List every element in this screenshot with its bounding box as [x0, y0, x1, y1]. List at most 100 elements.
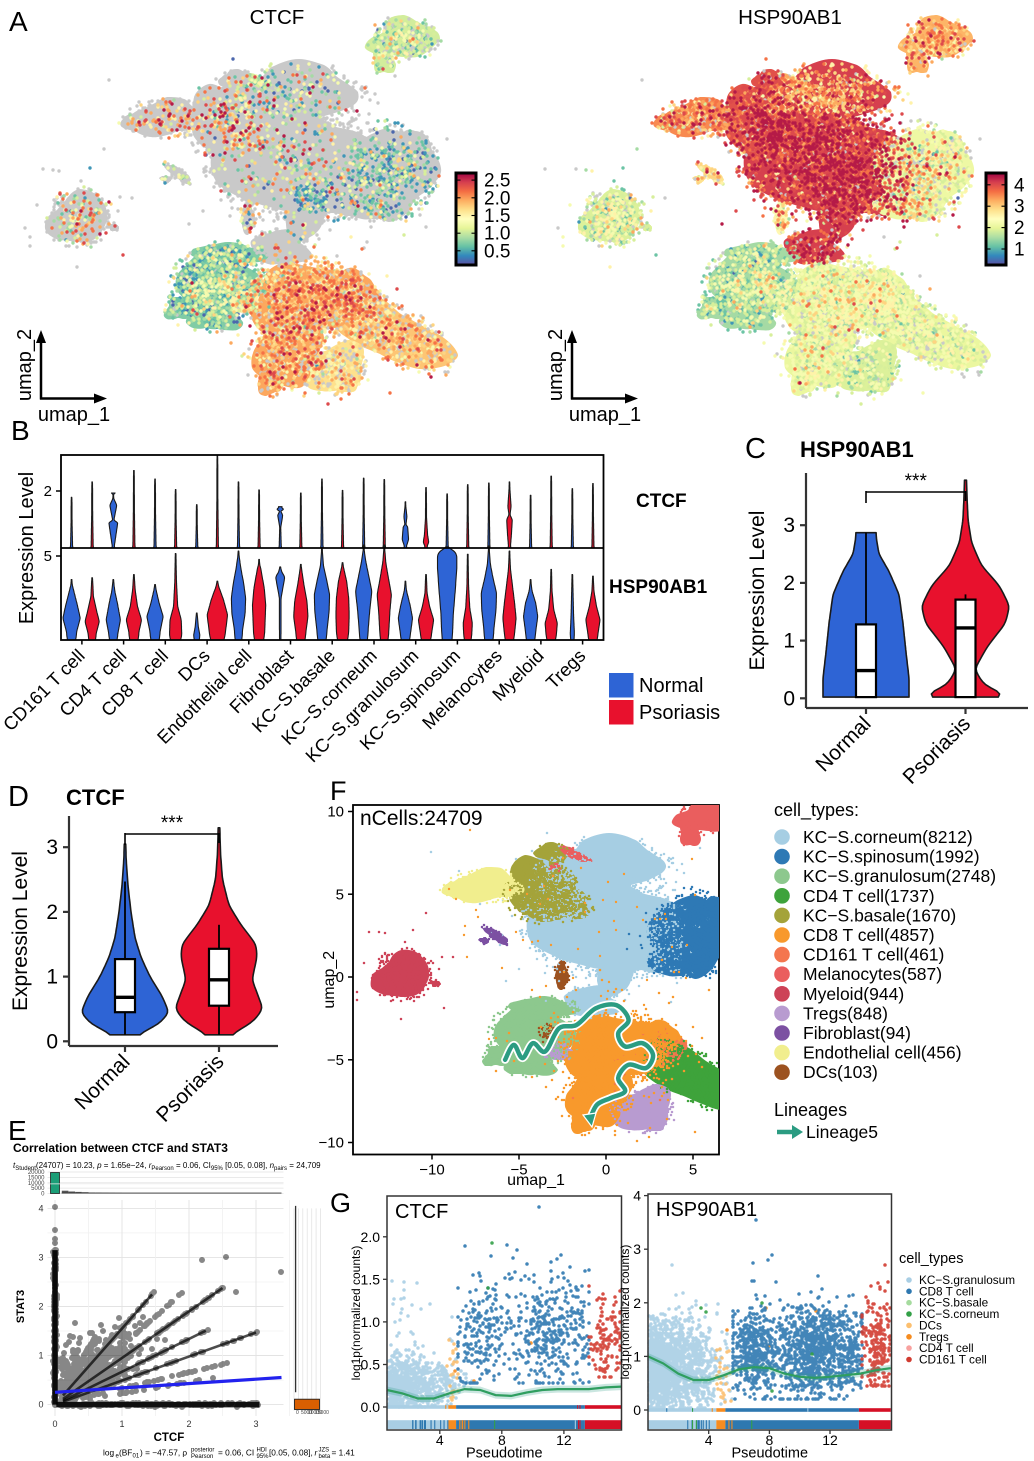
- svg-text:Lineages: Lineages: [774, 1100, 847, 1120]
- svg-text:1: 1: [783, 630, 795, 653]
- svg-text:CD161 T cell(461): CD161 T cell(461): [803, 945, 944, 965]
- svg-text:[0.05, 0.08],: [0.05, 0.08],: [269, 1448, 313, 1458]
- svg-text:cell_types: cell_types: [899, 1251, 963, 1267]
- svg-text:KC−S.spinosum(1992): KC−S.spinosum(1992): [803, 847, 980, 867]
- svg-text:5000: 5000: [301, 1410, 312, 1416]
- svg-text:3: 3: [633, 1241, 641, 1257]
- svg-text:cell_types:: cell_types:: [774, 800, 859, 821]
- svg-text:0.5: 0.5: [484, 241, 510, 262]
- svg-text:1: 1: [119, 1419, 124, 1429]
- svg-text:15000: 15000: [315, 1410, 329, 1416]
- svg-text:20000: 20000: [28, 1170, 45, 1176]
- svg-text:1: 1: [46, 966, 58, 989]
- svg-text:CTCF: CTCF: [395, 1201, 448, 1223]
- svg-text:−10: −10: [319, 1135, 344, 1152]
- svg-text:CTCF: CTCF: [154, 1432, 185, 1444]
- svg-text:1.0: 1.0: [484, 224, 510, 245]
- svg-text:umap_2: umap_2: [321, 951, 338, 1009]
- svg-text:0: 0: [783, 687, 795, 710]
- svg-text:2: 2: [186, 1419, 191, 1429]
- svg-text:10000: 10000: [28, 1181, 45, 1187]
- svg-text:0.5: 0.5: [361, 1356, 381, 1372]
- svg-text:Fibroblast(94): Fibroblast(94): [803, 1023, 911, 1043]
- svg-text:01: 01: [133, 1454, 140, 1460]
- svg-text:tStudent(24707) = 10.23, p = 1: tStudent(24707) = 10.23, p = 1.65e−24, r…: [13, 1161, 321, 1172]
- svg-text:CD4 T cell: CD4 T cell: [919, 1341, 974, 1355]
- svg-text:e: e: [116, 1454, 120, 1460]
- svg-text:−10: −10: [419, 1162, 444, 1179]
- svg-text:posterior: posterior: [191, 1447, 214, 1453]
- svg-text:1: 1: [1014, 239, 1025, 260]
- svg-text:3: 3: [38, 1252, 43, 1262]
- svg-text:CD161 T cell: CD161 T cell: [919, 1352, 987, 1366]
- svg-text:CD8 T cell(4857): CD8 T cell(4857): [803, 925, 935, 945]
- svg-text:Pearson: Pearson: [191, 1454, 213, 1460]
- svg-text:3: 3: [46, 836, 58, 859]
- svg-text:0: 0: [38, 1400, 43, 1410]
- svg-text:3: 3: [1014, 197, 1025, 218]
- svg-text:10000: 10000: [308, 1410, 322, 1416]
- svg-text:log1p(normalized counts): log1p(normalized counts): [618, 1245, 632, 1380]
- svg-text:0: 0: [46, 1030, 58, 1053]
- svg-text:1.5: 1.5: [361, 1271, 381, 1287]
- svg-text:4: 4: [1014, 175, 1025, 196]
- svg-text:4: 4: [705, 1432, 713, 1448]
- svg-text:5: 5: [689, 1162, 697, 1179]
- svg-text:= 1.41: = 1.41: [332, 1448, 356, 1458]
- svg-text:Pseudotime: Pseudotime: [466, 1446, 543, 1461]
- svg-text:4: 4: [38, 1203, 43, 1213]
- svg-text:8: 8: [498, 1432, 506, 1448]
- svg-text:2: 2: [1014, 218, 1025, 239]
- svg-text:nCells:24709: nCells:24709: [360, 807, 483, 830]
- svg-text:***: ***: [905, 471, 928, 492]
- svg-text:HSP90AB1: HSP90AB1: [656, 1199, 757, 1221]
- svg-text:Tregs(848): Tregs(848): [803, 1003, 888, 1023]
- svg-text:2.0: 2.0: [361, 1229, 381, 1245]
- svg-text:umap_2: umap_2: [14, 329, 36, 401]
- svg-text:G: G: [330, 1188, 351, 1218]
- svg-text:) = −47.57, ρ: ) = −47.57, ρ: [140, 1448, 187, 1458]
- svg-text:Endothelial cell(456): Endothelial cell(456): [803, 1043, 962, 1063]
- svg-text:A: A: [9, 6, 28, 37]
- svg-text:HSP90AB1: HSP90AB1: [609, 577, 708, 598]
- svg-text:umap_1: umap_1: [38, 404, 110, 426]
- svg-text:JZS: JZS: [319, 1447, 330, 1453]
- svg-text:CTCF: CTCF: [636, 491, 687, 512]
- svg-text:Normal: Normal: [639, 675, 703, 697]
- svg-text:KC−S.corneum: KC−S.corneum: [919, 1307, 999, 1321]
- svg-text:2.5: 2.5: [484, 171, 510, 192]
- svg-text:1: 1: [633, 1348, 641, 1364]
- svg-text:12: 12: [556, 1432, 572, 1448]
- svg-text:umap_1: umap_1: [569, 404, 641, 426]
- svg-text:3: 3: [253, 1419, 258, 1429]
- svg-text:4: 4: [436, 1432, 444, 1448]
- svg-text:Myeloid(944): Myeloid(944): [803, 984, 904, 1004]
- svg-text:Lineage5: Lineage5: [806, 1122, 878, 1142]
- svg-text:HSP90AB1: HSP90AB1: [800, 437, 914, 462]
- svg-text:F: F: [330, 776, 347, 806]
- svg-text:***: ***: [161, 813, 184, 834]
- svg-text:KC−S.granulosum: KC−S.granulosum: [919, 1273, 1015, 1287]
- svg-text:DCs: DCs: [919, 1318, 942, 1332]
- svg-text:1.0: 1.0: [361, 1314, 381, 1330]
- svg-text:0: 0: [633, 1402, 641, 1418]
- svg-text:CTCF: CTCF: [250, 6, 305, 29]
- svg-text:CD8 T cell: CD8 T cell: [919, 1284, 974, 1298]
- svg-text:8: 8: [765, 1432, 773, 1448]
- svg-text:HDI: HDI: [257, 1447, 268, 1453]
- svg-text:Correlation between CTCF and S: Correlation between CTCF and STAT3: [13, 1141, 228, 1155]
- svg-text:95%: 95%: [257, 1454, 270, 1460]
- svg-text:r: r: [315, 1448, 319, 1458]
- svg-text:2.0: 2.0: [484, 188, 510, 209]
- svg-text:2: 2: [44, 483, 52, 500]
- svg-text:KC−S.basale: KC−S.basale: [919, 1296, 989, 1310]
- svg-text:E: E: [8, 1115, 27, 1146]
- svg-text:5: 5: [336, 886, 344, 903]
- svg-text:0: 0: [41, 1192, 45, 1198]
- svg-text:DCs(103): DCs(103): [803, 1062, 878, 1082]
- svg-text:umap_1: umap_1: [507, 1172, 565, 1189]
- svg-text:−5: −5: [510, 1162, 527, 1179]
- svg-text:Psoriasis: Psoriasis: [639, 702, 720, 724]
- svg-text:3: 3: [783, 514, 795, 537]
- svg-text:2: 2: [46, 901, 58, 924]
